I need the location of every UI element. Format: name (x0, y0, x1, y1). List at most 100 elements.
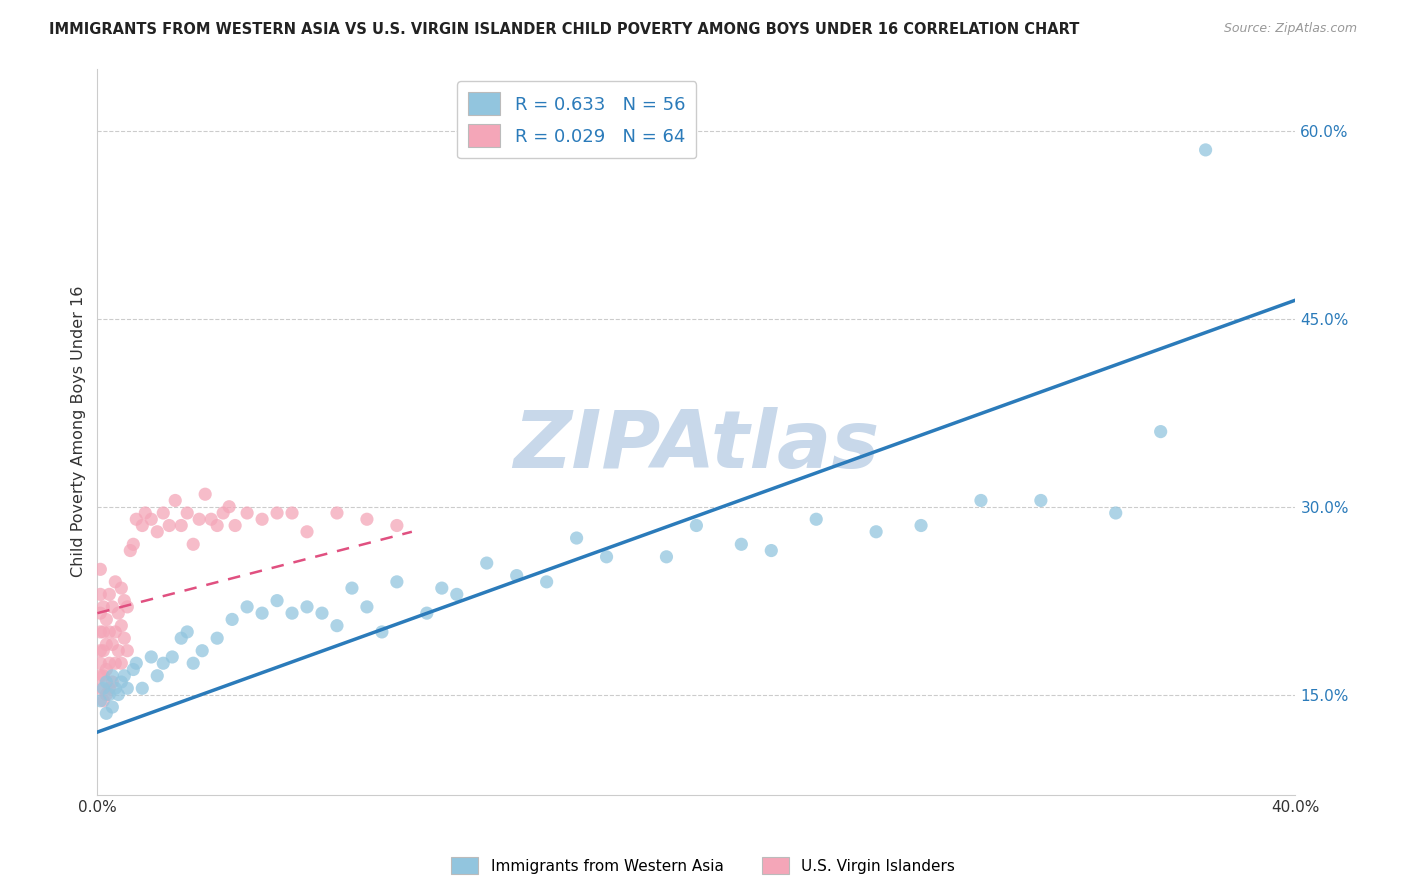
Point (104, 657, 127, 671)
Point (89, 587, 111, 601)
Point (326, 618, 349, 632)
Point (181, 537, 204, 551)
Point (505, 568, 527, 582)
Point (101, 700, 124, 714)
Point (281, 606, 304, 620)
Point (224, 518, 246, 533)
Text: Source: ZipAtlas.com: Source: ZipAtlas.com (1223, 22, 1357, 36)
Point (188, 512, 211, 526)
Legend: Immigrants from Western Asia, U.S. Virgin Islanders: Immigrants from Western Asia, U.S. Virgi… (444, 851, 962, 880)
Point (112, 669, 135, 683)
Point (340, 581, 363, 595)
Point (89, 669, 111, 683)
Point (134, 506, 156, 520)
Point (104, 574, 127, 589)
Point (101, 637, 124, 651)
Point (152, 506, 174, 520)
Point (122, 663, 145, 677)
Point (107, 688, 129, 702)
Point (89, 657, 111, 671)
Point (146, 669, 169, 683)
Point (112, 631, 135, 645)
Point (221, 612, 243, 626)
Point (655, 549, 678, 564)
Point (101, 669, 124, 683)
Point (120, 543, 142, 558)
Point (236, 599, 259, 614)
Point (200, 512, 222, 526)
Point (806, 512, 828, 526)
Point (98, 688, 121, 702)
Point (93, 644, 115, 658)
Point (89, 681, 111, 696)
Point (236, 506, 259, 520)
Point (1150, 425, 1173, 439)
Point (250, 606, 273, 620)
Point (101, 599, 124, 614)
Point (110, 581, 132, 595)
Point (131, 681, 153, 696)
Point (194, 487, 217, 501)
Point (170, 518, 193, 533)
Point (205, 631, 228, 645)
Point (311, 606, 333, 620)
Point (107, 644, 129, 658)
Point (385, 518, 408, 533)
Point (98, 681, 121, 696)
Point (218, 500, 240, 514)
Point (730, 537, 752, 551)
Point (89, 606, 111, 620)
Point (96, 675, 118, 690)
Point (685, 518, 707, 533)
Point (107, 606, 129, 620)
Point (475, 556, 498, 570)
Point (595, 549, 617, 564)
Point (96, 688, 118, 702)
Point (96, 612, 118, 626)
Point (160, 650, 183, 665)
Point (205, 518, 228, 533)
Point (536, 574, 558, 589)
Point (157, 518, 180, 533)
Point (761, 543, 783, 558)
Point (131, 518, 153, 533)
Point (93, 599, 115, 614)
Point (250, 512, 273, 526)
Point (910, 518, 932, 533)
Point (122, 537, 145, 551)
Point (295, 599, 318, 614)
Point (96, 637, 118, 651)
Point (98, 657, 121, 671)
Point (326, 506, 349, 520)
Point (104, 624, 127, 639)
Point (385, 574, 408, 589)
Point (446, 587, 468, 601)
Point (565, 531, 588, 545)
Point (141, 650, 163, 665)
Point (101, 675, 124, 690)
Text: IMMIGRANTS FROM WESTERN ASIA VS U.S. VIRGIN ISLANDER CHILD POVERTY AMONG BOYS UN: IMMIGRANTS FROM WESTERN ASIA VS U.S. VIR… (49, 22, 1080, 37)
Point (125, 657, 148, 671)
Point (93, 669, 115, 683)
Point (1029, 493, 1052, 508)
Point (146, 524, 169, 539)
Point (112, 593, 135, 607)
Point (176, 624, 198, 639)
Point (110, 657, 132, 671)
Point (89, 624, 111, 639)
Point (1105, 506, 1128, 520)
Point (110, 675, 132, 690)
Point (165, 493, 187, 508)
Point (98, 587, 121, 601)
Point (96, 706, 118, 721)
Point (98, 624, 121, 639)
Point (212, 506, 235, 520)
Point (266, 593, 288, 607)
Point (93, 681, 115, 696)
Point (865, 524, 887, 539)
Point (430, 581, 453, 595)
Point (89, 694, 111, 708)
Y-axis label: Child Poverty Among Boys Under 16: Child Poverty Among Boys Under 16 (72, 286, 86, 577)
Point (89, 562, 111, 576)
Point (141, 512, 163, 526)
